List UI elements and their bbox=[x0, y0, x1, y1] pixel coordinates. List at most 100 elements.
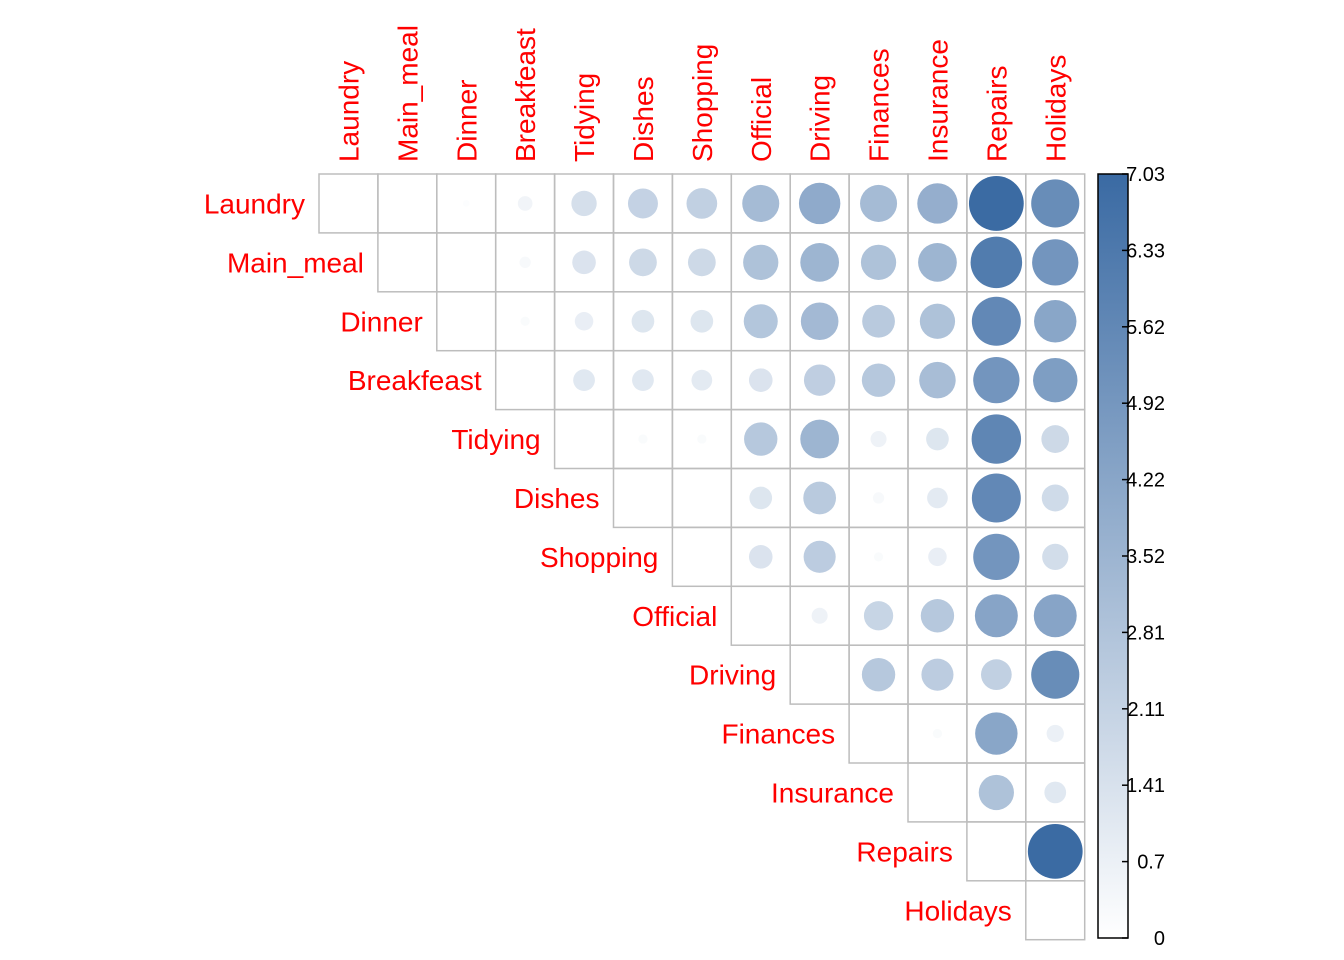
circle-main_meal-dishes bbox=[629, 248, 657, 277]
circle-tidying-official bbox=[744, 422, 778, 456]
circle-laundry-shopping bbox=[686, 188, 718, 219]
legend-tick-label: 4.92 bbox=[1126, 393, 1165, 415]
circle-shopping-official bbox=[748, 545, 773, 569]
circle-dinner-finances bbox=[862, 304, 895, 338]
cell-driving-driving bbox=[789, 644, 850, 705]
cell-insurance-insurance bbox=[907, 762, 968, 823]
circle-tidying-dishes bbox=[638, 434, 648, 444]
circle-laundry-breakfeast bbox=[517, 196, 533, 211]
column-label-driving: Driving bbox=[805, 75, 836, 162]
circle-breakfeast-dishes bbox=[632, 369, 654, 392]
circle-shopping-holidays bbox=[1042, 543, 1069, 570]
circle-shopping-repairs bbox=[973, 533, 1020, 580]
column-label-laundry: Laundry bbox=[333, 61, 364, 162]
grid bbox=[318, 173, 1086, 941]
circle-tidying-insurance bbox=[926, 427, 949, 451]
circle-breakfeast-repairs bbox=[973, 357, 1020, 404]
circle-main_meal-insurance bbox=[918, 242, 957, 282]
circle-dinner-breakfeast bbox=[520, 316, 530, 326]
row-labels: Laundry Main_meal Dinner Breakfeast Tidying D… bbox=[204, 188, 1012, 926]
circle-tidying-holidays bbox=[1041, 425, 1070, 453]
circle-breakfeast-driving bbox=[803, 364, 836, 396]
circle-breakfeast-tidying bbox=[573, 369, 595, 392]
column-labels: Laundry Main_meal Dinner Breakfeast Tidying D… bbox=[333, 25, 1071, 162]
circle-dishes-holidays bbox=[1041, 484, 1069, 512]
circle-driving-finances bbox=[861, 657, 896, 692]
cell-shopping-shopping bbox=[671, 526, 733, 588]
circle-official-repairs bbox=[974, 594, 1018, 638]
row-label-official: Official bbox=[632, 601, 717, 632]
circle-dinner-driving bbox=[800, 302, 839, 341]
circle-dinner-dishes bbox=[631, 309, 655, 333]
circle-breakfeast-official bbox=[748, 368, 773, 392]
cell-finances-finances bbox=[848, 703, 909, 764]
row-label-dishes: Dishes bbox=[514, 483, 600, 514]
circle-official-insurance bbox=[920, 599, 955, 633]
circle-main_meal-breakfeast bbox=[519, 256, 531, 269]
circle-dishes-insurance bbox=[927, 487, 948, 509]
row-label-dinner: Dinner bbox=[340, 306, 422, 337]
circle-main_meal-holidays bbox=[1032, 239, 1079, 286]
circle-tidying-shopping bbox=[697, 434, 707, 444]
legend-tick-label: 2.11 bbox=[1128, 699, 1165, 721]
row-label-laundry: Laundry bbox=[204, 188, 305, 219]
circle-official-holidays bbox=[1033, 594, 1077, 638]
legend-tick-label: 0.7 bbox=[1137, 852, 1165, 874]
circle-tidying-repairs bbox=[971, 414, 1022, 464]
row-label-repairs: Repairs bbox=[856, 836, 952, 867]
column-label-main_meal: Main_meal bbox=[392, 25, 423, 162]
cell-laundry-main_meal bbox=[377, 173, 438, 234]
circle-laundry-holidays bbox=[1031, 179, 1080, 228]
circles bbox=[462, 176, 1083, 879]
circle-main_meal-finances bbox=[860, 244, 897, 280]
circle-main_meal-tidying bbox=[572, 250, 596, 275]
circle-repairs-holidays bbox=[1027, 823, 1083, 879]
circle-finances-holidays bbox=[1046, 724, 1064, 743]
circle-tidying-driving bbox=[800, 419, 840, 459]
circle-finances-repairs bbox=[975, 712, 1018, 755]
legend-tick-label: 1.41 bbox=[1126, 775, 1165, 797]
circle-driving-repairs bbox=[980, 659, 1012, 691]
column-label-finances: Finances bbox=[864, 48, 895, 162]
circle-laundry-tidying bbox=[571, 190, 597, 217]
circle-dinner-official bbox=[743, 304, 778, 339]
circle-finances-insurance bbox=[932, 728, 943, 739]
row-label-tidying: Tidying bbox=[451, 424, 540, 455]
legend-tick-label: 5.62 bbox=[1126, 317, 1165, 339]
cell-dishes-dishes bbox=[612, 467, 674, 529]
circle-breakfeast-finances bbox=[861, 363, 896, 397]
circle-main_meal-driving bbox=[800, 242, 840, 282]
circle-dishes-repairs bbox=[971, 473, 1021, 523]
circle-breakfeast-insurance bbox=[919, 361, 956, 399]
row-label-finances: Finances bbox=[721, 719, 835, 750]
cell-main_meal-dinner bbox=[436, 232, 497, 293]
circle-shopping-insurance bbox=[928, 547, 947, 567]
row-label-shopping: Shopping bbox=[540, 542, 658, 573]
circle-dinner-shopping bbox=[690, 309, 714, 333]
circle-driving-holidays bbox=[1031, 650, 1080, 699]
column-label-dinner: Dinner bbox=[451, 80, 482, 162]
circle-laundry-repairs bbox=[968, 176, 1024, 231]
circle-breakfeast-holidays bbox=[1033, 357, 1078, 403]
row-label-breakfeast: Breakfeast bbox=[348, 365, 482, 396]
column-label-repairs: Repairs bbox=[981, 66, 1012, 162]
legend-tick-label: 0 bbox=[1154, 928, 1165, 950]
circle-dinner-repairs bbox=[971, 296, 1021, 346]
legend-tick-label: 7.03 bbox=[1126, 164, 1165, 186]
circle-official-finances bbox=[863, 601, 894, 631]
cell-breakfeast-breakfeast bbox=[494, 349, 556, 411]
circle-main_meal-official bbox=[743, 244, 779, 280]
legend-tick-label: 4.22 bbox=[1126, 470, 1165, 492]
circle-laundry-dishes bbox=[627, 188, 658, 219]
circle-main_meal-repairs bbox=[970, 236, 1023, 289]
row-label-insurance: Insurance bbox=[771, 777, 894, 808]
circle-insurance-holidays bbox=[1044, 781, 1067, 804]
circle-laundry-dinner bbox=[462, 200, 470, 207]
legend-tick-label: 6.33 bbox=[1126, 240, 1165, 262]
row-label-driving: Driving bbox=[689, 660, 776, 691]
column-label-dishes: Dishes bbox=[628, 76, 659, 162]
cell-dishes-shopping bbox=[671, 467, 733, 529]
circle-shopping-finances bbox=[873, 552, 884, 562]
cell-tidying-tidying bbox=[553, 408, 615, 470]
